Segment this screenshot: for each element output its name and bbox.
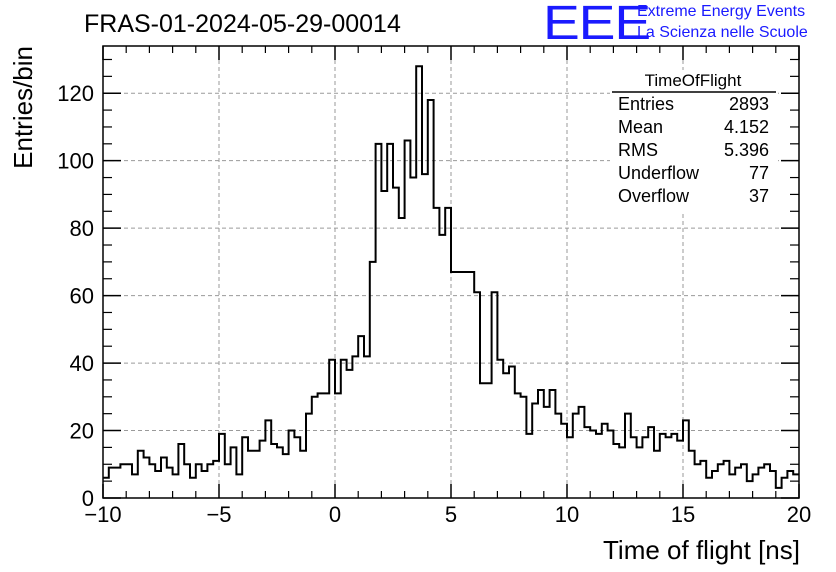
histogram-bin [248, 451, 254, 498]
histogram-bin [503, 373, 509, 498]
logo-tagline-2: La Scienza nelle Scuole [637, 24, 808, 41]
histogram-bin [515, 393, 521, 498]
histogram-bin [602, 424, 608, 498]
stats-box-title: TimeOfFlight [645, 71, 742, 90]
histogram-bin [654, 451, 660, 498]
histogram-bin [283, 454, 289, 498]
histogram-bin [393, 188, 399, 498]
x-tick-label: 0 [329, 502, 341, 527]
histogram-bin [747, 481, 753, 498]
histogram-bin [236, 474, 242, 498]
histogram-bin [451, 272, 457, 498]
histogram-bin [323, 393, 329, 498]
y-tick-label: 20 [70, 419, 94, 444]
y-tick-label: 0 [82, 486, 94, 511]
stats-row-label: RMS [618, 140, 658, 160]
y-tick-label: 100 [57, 149, 94, 174]
x-tick-label: 20 [787, 502, 811, 527]
histogram-bin [120, 464, 126, 498]
stats-row-value: 5.396 [724, 140, 769, 160]
x-tick-label: −10 [84, 502, 121, 527]
histogram-bin [155, 471, 161, 498]
histogram-bin [468, 272, 474, 498]
stats-box-background [610, 70, 778, 212]
run-title: FRAS-01-2024-05-29-00014 [84, 10, 401, 38]
stats-box-rows: Entries 2893 Mean 4.152 RMS 5.396 Underflow 77 O… [618, 94, 769, 206]
histogram-bin [613, 444, 619, 498]
stats-row-value: 4.152 [724, 117, 769, 137]
histogram-bin [335, 393, 341, 498]
histogram-bin [399, 218, 405, 498]
x-tick-label: 5 [445, 502, 457, 527]
histogram-bin [254, 451, 260, 498]
stats-row-value: 2893 [729, 94, 769, 114]
histogram-bin [671, 434, 677, 498]
histogram-bin [300, 451, 306, 498]
histogram-bin [410, 178, 416, 498]
histogram-bin [358, 336, 364, 498]
histogram-bin [364, 356, 370, 498]
histogram-bin [677, 441, 683, 498]
histogram-bin [544, 407, 550, 498]
histogram-bin [463, 272, 469, 498]
histogram-bin [318, 393, 324, 498]
histogram-bin [213, 461, 219, 498]
histogram-bin [202, 471, 208, 498]
x-tick-label: 10 [555, 502, 579, 527]
stats-row-label: Overflow [618, 186, 690, 206]
histogram-bin [637, 447, 643, 498]
histogram-bin [596, 434, 602, 498]
histogram-bin [381, 191, 387, 498]
histogram-bin [526, 434, 532, 498]
histogram-bin [729, 474, 735, 498]
histogram-bin [115, 468, 121, 498]
histogram-bin [422, 174, 428, 498]
y-axis-label: Entries/bin [8, 46, 38, 169]
histogram-bin [486, 383, 492, 498]
histogram-bin [190, 478, 196, 498]
logo-tagline-1: Extreme Energy Events [637, 3, 806, 20]
stats-row-label: Mean [618, 117, 663, 137]
stats-row-label: Underflow [618, 163, 700, 183]
histogram-bin [347, 370, 353, 498]
stats-box: TimeOfFlight Entries 2893 Mean 4.152 RMS 5.39… [610, 70, 778, 212]
histogram-bin [590, 431, 596, 498]
histogram-bin [776, 488, 782, 498]
histogram-bin [619, 447, 625, 498]
y-tick-label: 80 [70, 216, 94, 241]
histogram-step-line [103, 65, 799, 489]
histogram-bin [584, 427, 590, 498]
histogram-bin [434, 208, 440, 498]
histogram-bin [706, 478, 712, 498]
histogram-bin [173, 474, 179, 498]
histogram-bin [271, 444, 277, 498]
y-tick-label: 120 [57, 81, 94, 106]
axis-ticks [102, 46, 800, 499]
histogram-bin [225, 464, 231, 498]
y-tick-label: 40 [70, 351, 94, 376]
stats-row-label: Entries [618, 94, 674, 114]
tick-labels: −10 −5 0 5 10 15 20 0 20 40 60 80 100 120 [57, 81, 811, 527]
x-tick-label: 15 [671, 502, 695, 527]
stats-row-value: 77 [749, 163, 769, 183]
histogram-bin [793, 474, 799, 498]
histogram-bin [457, 272, 463, 498]
histogram-bin [352, 356, 358, 498]
histogram-bin [695, 464, 701, 498]
histogram-bin [387, 144, 393, 498]
histogram-bin [132, 474, 138, 498]
histogram-bin [497, 360, 503, 498]
stats-row-value: 37 [749, 186, 769, 206]
histogram-bin [555, 414, 561, 498]
eee-logo-mark: EEE [543, 0, 651, 50]
y-tick-label: 60 [70, 284, 94, 309]
histogram-bin [666, 437, 672, 498]
histogram-bin [567, 437, 573, 498]
histogram-bin [480, 383, 486, 498]
x-tick-label: −5 [206, 502, 231, 527]
x-axis-label: Time of flight [ns] [603, 535, 800, 565]
histogram-bin [439, 235, 445, 498]
